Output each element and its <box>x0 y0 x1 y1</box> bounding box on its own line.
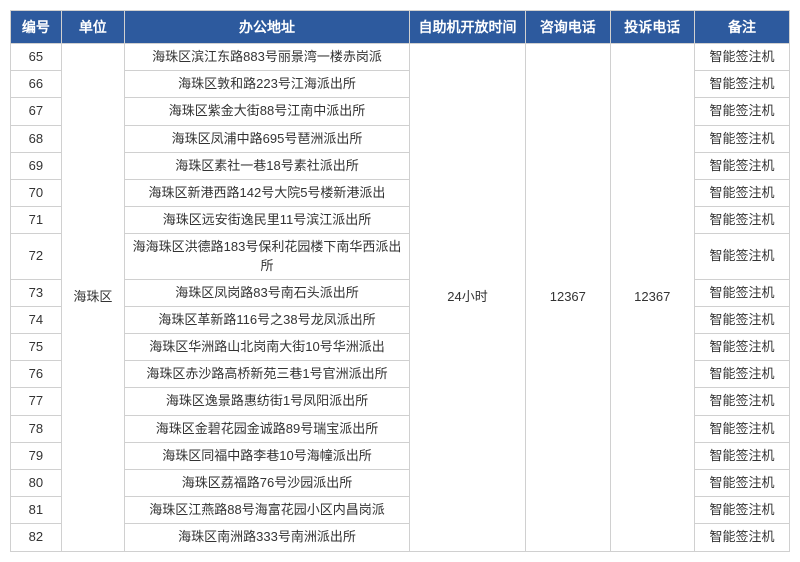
cell-id: 72 <box>11 234 62 279</box>
cell-note: 智能签注机 <box>694 470 789 497</box>
cell-id: 71 <box>11 207 62 234</box>
cell-address: 海珠区素社一巷18号素社派出所 <box>124 152 409 179</box>
cell-note: 智能签注机 <box>694 442 789 469</box>
column-header: 备注 <box>694 11 789 44</box>
cell-consult-phone: 12367 <box>526 44 610 552</box>
cell-note: 智能签注机 <box>694 152 789 179</box>
cell-address: 海珠区江燕路88号海富花园小区内昌岗派 <box>124 497 409 524</box>
cell-address: 海珠区滨江东路883号丽景湾一楼赤岗派 <box>124 44 409 71</box>
cell-address: 海珠区凤岗路83号南石头派出所 <box>124 279 409 306</box>
column-header: 自助机开放时间 <box>409 11 525 44</box>
cell-note: 智能签注机 <box>694 497 789 524</box>
column-header: 单位 <box>61 11 124 44</box>
cell-id: 67 <box>11 98 62 125</box>
cell-complaint-phone: 12367 <box>610 44 694 552</box>
cell-address: 海珠区紫金大街88号江南中派出所 <box>124 98 409 125</box>
cell-address: 海珠区新港西路142号大院5号楼新港派出 <box>124 179 409 206</box>
cell-note: 智能签注机 <box>694 334 789 361</box>
cell-address: 海海珠区洪德路183号保利花园楼下南华西派出所 <box>124 234 409 279</box>
cell-id: 70 <box>11 179 62 206</box>
table-header: 编号单位办公地址自助机开放时间咨询电话投诉电话备注 <box>11 11 790 44</box>
cell-id: 82 <box>11 524 62 551</box>
cell-id: 75 <box>11 334 62 361</box>
table-body: 65海珠区海珠区滨江东路883号丽景湾一楼赤岗派24小时1236712367智能… <box>11 44 790 552</box>
table-row: 65海珠区海珠区滨江东路883号丽景湾一楼赤岗派24小时1236712367智能… <box>11 44 790 71</box>
cell-address: 海珠区远安街逸民里11号滨江派出所 <box>124 207 409 234</box>
cell-address: 海珠区逸景路惠纺街1号凤阳派出所 <box>124 388 409 415</box>
cell-id: 77 <box>11 388 62 415</box>
cell-id: 73 <box>11 279 62 306</box>
cell-note: 智能签注机 <box>694 207 789 234</box>
cell-note: 智能签注机 <box>694 388 789 415</box>
cell-address: 海珠区南洲路333号南洲派出所 <box>124 524 409 551</box>
cell-id: 81 <box>11 497 62 524</box>
data-table: 编号单位办公地址自助机开放时间咨询电话投诉电话备注 65海珠区海珠区滨江东路88… <box>10 10 790 552</box>
cell-note: 智能签注机 <box>694 125 789 152</box>
cell-note: 智能签注机 <box>694 415 789 442</box>
column-header: 办公地址 <box>124 11 409 44</box>
cell-note: 智能签注机 <box>694 44 789 71</box>
column-header: 咨询电话 <box>526 11 610 44</box>
cell-address: 海珠区革新路116号之38号龙凤派出所 <box>124 306 409 333</box>
cell-note: 智能签注机 <box>694 361 789 388</box>
column-header: 编号 <box>11 11 62 44</box>
cell-address: 海珠区金碧花园金诚路89号瑞宝派出所 <box>124 415 409 442</box>
cell-address: 海珠区同福中路李巷10号海幢派出所 <box>124 442 409 469</box>
table-container: 编号单位办公地址自助机开放时间咨询电话投诉电话备注 65海珠区海珠区滨江东路88… <box>10 10 790 552</box>
cell-note: 智能签注机 <box>694 98 789 125</box>
cell-id: 78 <box>11 415 62 442</box>
cell-note: 智能签注机 <box>694 71 789 98</box>
cell-address: 海珠区华洲路山北岗南大街10号华洲派出 <box>124 334 409 361</box>
cell-address: 海珠区凤浦中路695号琶洲派出所 <box>124 125 409 152</box>
cell-note: 智能签注机 <box>694 179 789 206</box>
column-header: 投诉电话 <box>610 11 694 44</box>
cell-id: 79 <box>11 442 62 469</box>
cell-id: 65 <box>11 44 62 71</box>
cell-note: 智能签注机 <box>694 306 789 333</box>
cell-id: 74 <box>11 306 62 333</box>
cell-id: 68 <box>11 125 62 152</box>
cell-id: 66 <box>11 71 62 98</box>
cell-note: 智能签注机 <box>694 234 789 279</box>
cell-id: 76 <box>11 361 62 388</box>
cell-open-time: 24小时 <box>409 44 525 552</box>
cell-unit: 海珠区 <box>61 44 124 552</box>
cell-id: 80 <box>11 470 62 497</box>
cell-note: 智能签注机 <box>694 279 789 306</box>
cell-address: 海珠区赤沙路高桥新苑三巷1号官洲派出所 <box>124 361 409 388</box>
cell-address: 海珠区荔福路76号沙园派出所 <box>124 470 409 497</box>
cell-address: 海珠区敦和路223号江海派出所 <box>124 71 409 98</box>
cell-id: 69 <box>11 152 62 179</box>
cell-note: 智能签注机 <box>694 524 789 551</box>
